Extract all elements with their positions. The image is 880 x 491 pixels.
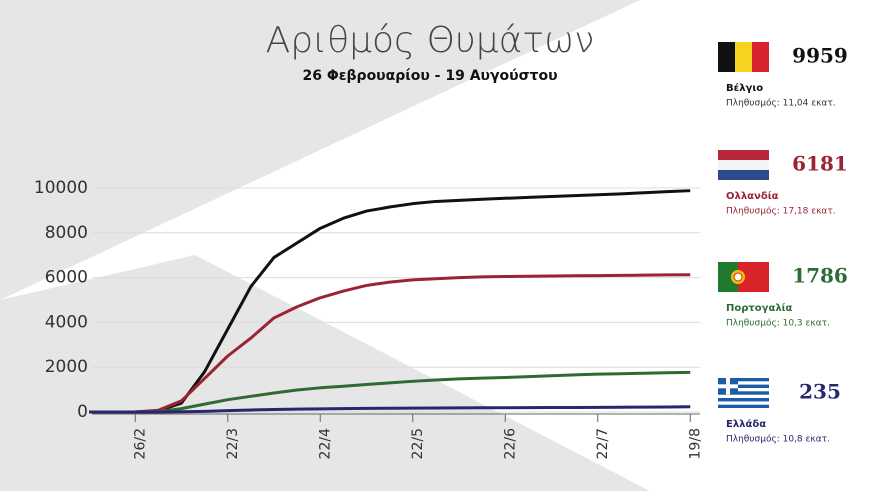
y-tick-label: 6000 [45, 268, 88, 288]
legend-name: Ελλάδα [726, 418, 766, 430]
x-tick-label: 22/5 [410, 428, 426, 459]
y-tick-label: 8000 [45, 223, 88, 243]
legend-population: Πληθυσμός: 17,18 εκατ. [726, 206, 836, 217]
flag-greece [718, 378, 769, 408]
flag-netherlands [718, 150, 769, 180]
x-tick-label: 22/7 [595, 428, 611, 459]
x-tick-label: 22/6 [502, 428, 518, 460]
series-line [89, 370, 691, 414]
legend-population: Πληθυσμός: 11,04 εκατ. [726, 98, 836, 109]
y-tick-label: 4000 [45, 312, 88, 332]
x-tick-label: 19/8 [687, 428, 703, 459]
legend-total: 235 [799, 380, 841, 404]
chart-subtitle: 26 Φεβρουαρίου - 19 Αυγούστου [302, 68, 557, 84]
x-tick-label: 22/3 [225, 428, 241, 459]
legend-population: Πληθυσμός: 10,8 εκατ. [726, 434, 830, 445]
legend-name: Ολλανδία [726, 190, 779, 202]
flag-portugal [718, 262, 769, 292]
legend-name: Βέλγιο [726, 82, 763, 94]
x-tick-label: 22/4 [317, 428, 333, 460]
y-tick-label: 2000 [45, 357, 88, 377]
flag-belgium [718, 42, 769, 72]
legend-total: 1786 [792, 264, 848, 288]
legend-name: Πορτογαλία [726, 302, 793, 314]
series-line [89, 405, 691, 414]
series-line [89, 273, 691, 414]
legend-total: 6181 [792, 152, 848, 176]
legend-population: Πληθυσμός: 10,3 εκατ. [726, 318, 830, 329]
chart-title: Αριθμός Θυμάτων [266, 20, 595, 61]
y-tick-label: 0 [77, 402, 88, 422]
legend-total: 9959 [792, 44, 848, 68]
y-tick-label: 10000 [34, 178, 88, 198]
x-tick-label: 26/2 [132, 428, 148, 459]
